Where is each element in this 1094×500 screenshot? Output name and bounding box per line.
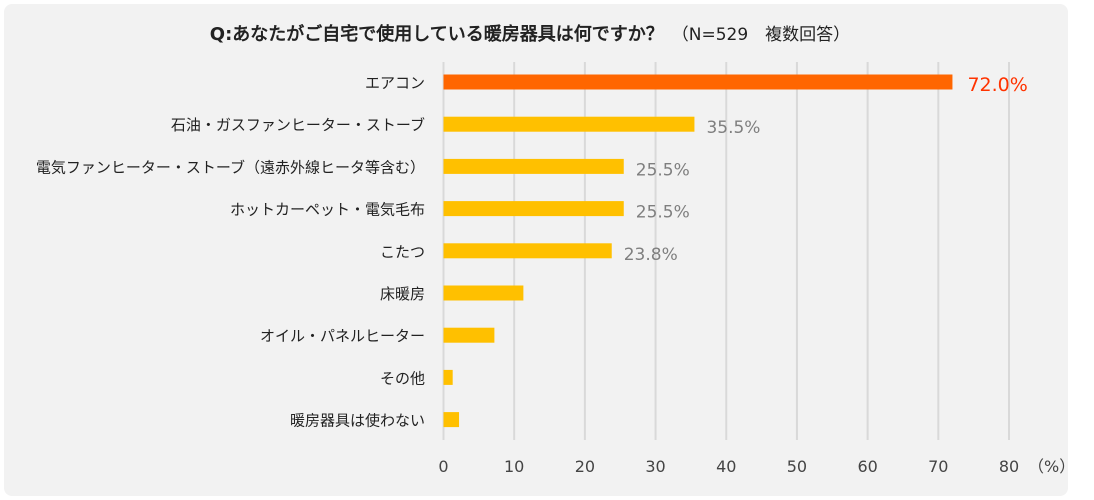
category-label: 石油・ガスファンヒーター・ストーブ <box>171 116 425 134</box>
data-label: 25.5% <box>636 203 690 223</box>
bar <box>443 158 624 174</box>
category-label: オイル・パネルヒーター <box>260 327 425 345</box>
x-tick-label: 70 <box>928 457 948 476</box>
bar <box>443 243 612 259</box>
x-tick-label: 10 <box>504 457 524 476</box>
x-tick-label: 80 <box>999 457 1019 476</box>
x-unit-label: （%） <box>1028 457 1075 476</box>
chart-subtitle: （N=529 複数回答） <box>672 25 850 45</box>
chart-title: Q:あなたがご自宅で使用している暖房器具は何ですか？ <box>210 23 664 45</box>
x-tick-label: 50 <box>787 457 807 476</box>
x-tick-label: 60 <box>857 457 877 476</box>
category-label: ホットカーペット・電気毛布 <box>230 201 425 219</box>
bar <box>443 369 453 385</box>
category-label: エアコン <box>365 74 425 92</box>
bar <box>443 327 495 343</box>
bar <box>443 412 460 428</box>
bar <box>443 201 624 217</box>
x-tick-label: 20 <box>575 457 595 476</box>
x-tick-label: 40 <box>716 457 736 476</box>
data-label: 25.5% <box>636 160 690 180</box>
bar <box>443 285 524 301</box>
category-label: こたつ <box>380 243 425 261</box>
bar <box>443 74 953 90</box>
data-label: 72.0% <box>967 74 1027 96</box>
category-label: 暖房器具は使わない <box>290 412 425 430</box>
data-label: 35.5% <box>706 118 760 138</box>
data-label: 23.8% <box>624 245 678 265</box>
category-label: 床暖房 <box>380 285 425 303</box>
category-label: 電気ファンヒーター・ストーブ（遠赤外線ヒータ等含む） <box>36 158 425 176</box>
chart-heading: Q:あなたがご自宅で使用している暖房器具は何ですか？ （N=529 複数回答） <box>210 23 850 45</box>
category-label: その他 <box>380 369 425 387</box>
x-tick-label: 30 <box>645 457 665 476</box>
x-tick-label: 0 <box>438 457 448 476</box>
bar <box>443 116 695 132</box>
